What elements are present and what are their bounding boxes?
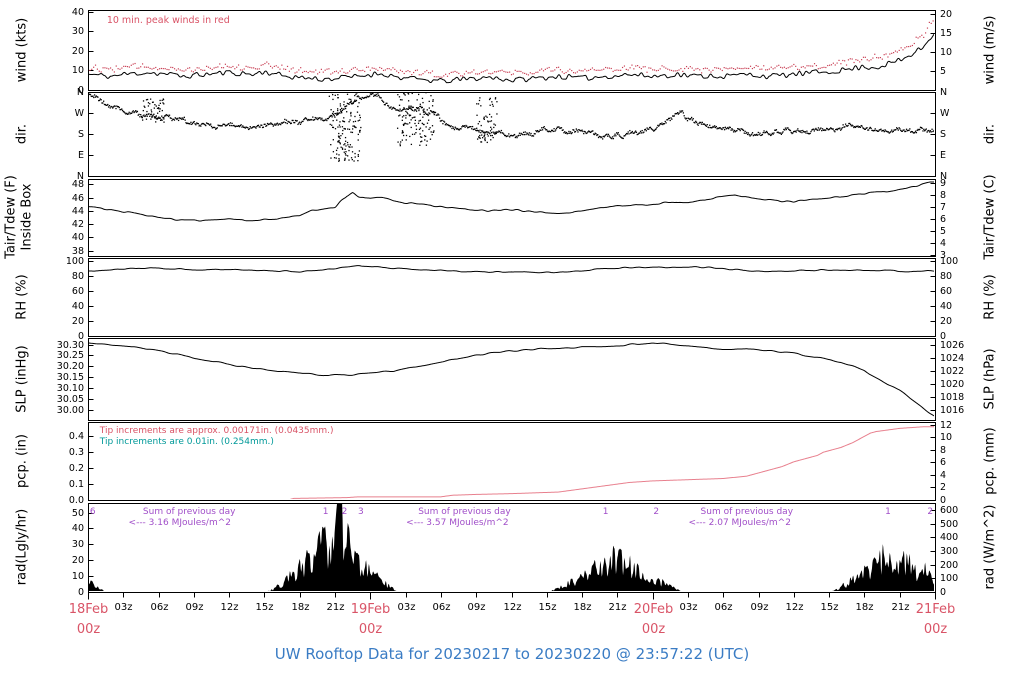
y-axis-label-left-rad: rad(Lgly/hr) — [14, 508, 30, 586]
y-axis-label-left-pcp: pcp. (in) — [14, 434, 30, 488]
y-axis-label-left-temp-inside-box: Inside Box — [19, 183, 35, 251]
y-axis-label-left-rh: RH (%) — [14, 274, 30, 320]
y-axis-label-right-temp: Tair/Tdew (C) — [982, 174, 998, 260]
y-axis-label-left-temp: Tair/Tdew (F) — [3, 175, 19, 259]
y-axis-label-right-rh: RH (%) — [982, 274, 998, 320]
y-axis-label-right-dir: dir. — [982, 123, 998, 145]
y-axis-label-right-wind: wind (m/s) — [982, 15, 998, 85]
y-axis-label-left-dir: dir. — [14, 123, 30, 145]
y-axis-label-right-slp: SLP (hPa) — [982, 348, 998, 410]
y-axis-label-right-pcp: pcp. (mm) — [982, 427, 998, 495]
chart-title: UW Rooftop Data for 20230217 to 20230220… — [274, 645, 750, 663]
y-axis-label-left-slp: SLP (inHg) — [14, 345, 30, 413]
y-axis-label-left-wind: wind (kts) — [14, 17, 30, 83]
y-axis-label-right-rad: rad (W/m^2) — [982, 504, 998, 590]
